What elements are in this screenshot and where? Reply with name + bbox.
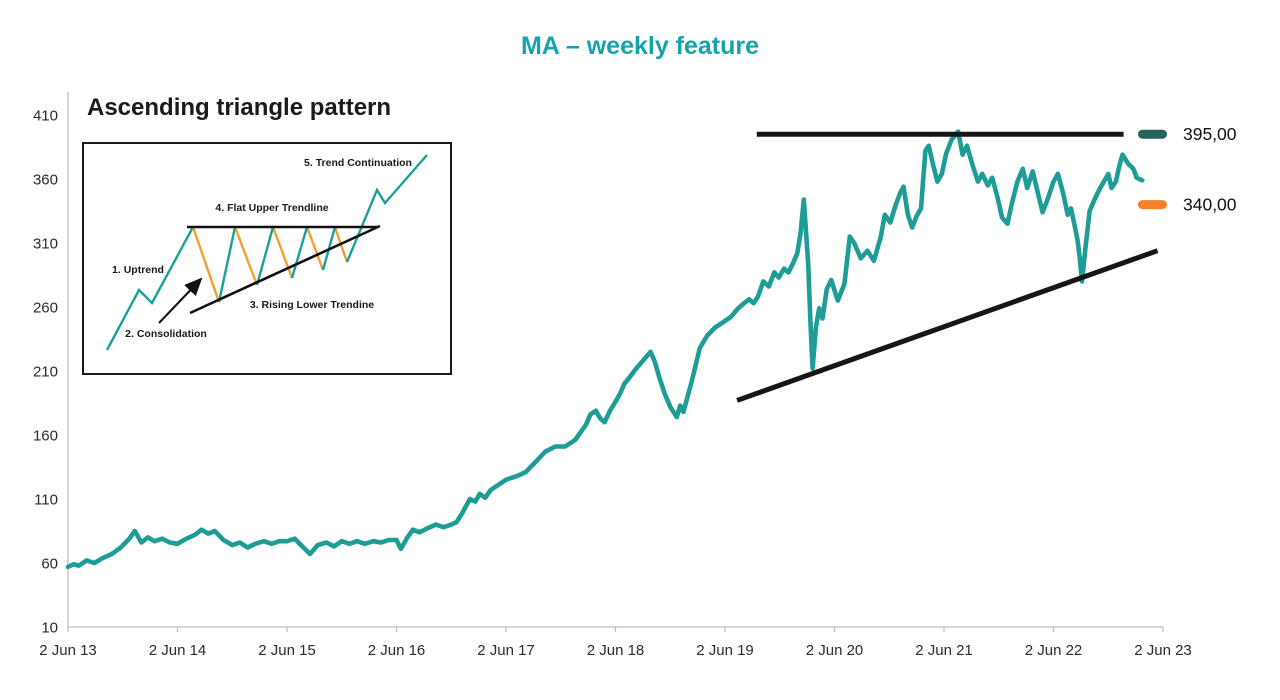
inset-uptrend-line: [105, 226, 195, 351]
inset-label-flat-trendline: 4. Flat Upper Trendline: [215, 202, 328, 214]
inset-rally-breakout-lines: [217, 154, 428, 303]
legend-value-label: 340,00: [1183, 195, 1237, 215]
y-tick-label: 210: [33, 364, 58, 381]
x-tick-label: 2 Jun 21: [915, 642, 973, 659]
y-tick-label: 10: [41, 620, 58, 637]
y-tick-label: 260: [33, 300, 58, 317]
x-tick-label: 2 Jun 18: [587, 642, 645, 659]
y-tick-label: 310: [33, 236, 58, 253]
x-tick-label: 2 Jun 22: [1025, 642, 1083, 659]
y-tick-label: 160: [33, 428, 58, 445]
y-tick-label: 360: [33, 172, 58, 189]
x-tick-label: 2 Jun 16: [368, 642, 426, 659]
x-tick-label: 2 Jun 13: [39, 642, 97, 659]
inset-rising-lower-trendline: [189, 224, 381, 315]
pattern-inset-diagram: 1. Uptrend 2. Consolidation 3. Rising Lo…: [82, 142, 452, 375]
legend-dash: [1138, 129, 1167, 139]
inset-consolidation-arrow: [158, 277, 203, 324]
chart-title: MA – weekly feature: [520, 32, 760, 60]
y-tick-label: 410: [33, 108, 58, 125]
inset-label-consolidation: 2. Consolidation: [125, 328, 207, 340]
inset-title: Ascending triangle pattern: [87, 94, 392, 121]
x-tick-label: 2 Jun 17: [477, 642, 535, 659]
x-tick-label: 2 Jun 23: [1134, 642, 1192, 659]
inset-label-uptrend: 1. Uptrend: [112, 264, 164, 276]
price-line: [65, 129, 1145, 570]
inset-box: [82, 142, 452, 375]
x-tick-label: 2 Jun 20: [806, 642, 864, 659]
x-tick-label: 2 Jun 15: [258, 642, 316, 659]
inset-label-rising-trendline: 3. Rising Lower Trendine: [250, 299, 374, 311]
legend-value-label: 395,00: [1183, 124, 1237, 144]
x-tick-label: 2 Jun 14: [149, 642, 207, 659]
rising-lower-trendline: [736, 248, 1159, 403]
inset-pullback-lines: [191, 226, 349, 303]
y-tick-label: 60: [41, 556, 58, 573]
y-tick-label: 110: [34, 492, 58, 509]
x-tick-label: 2 Jun 19: [696, 642, 754, 659]
inset-label-trend-continuation: 5. Trend Continuation: [304, 157, 412, 169]
legend-dash: [1138, 200, 1167, 210]
